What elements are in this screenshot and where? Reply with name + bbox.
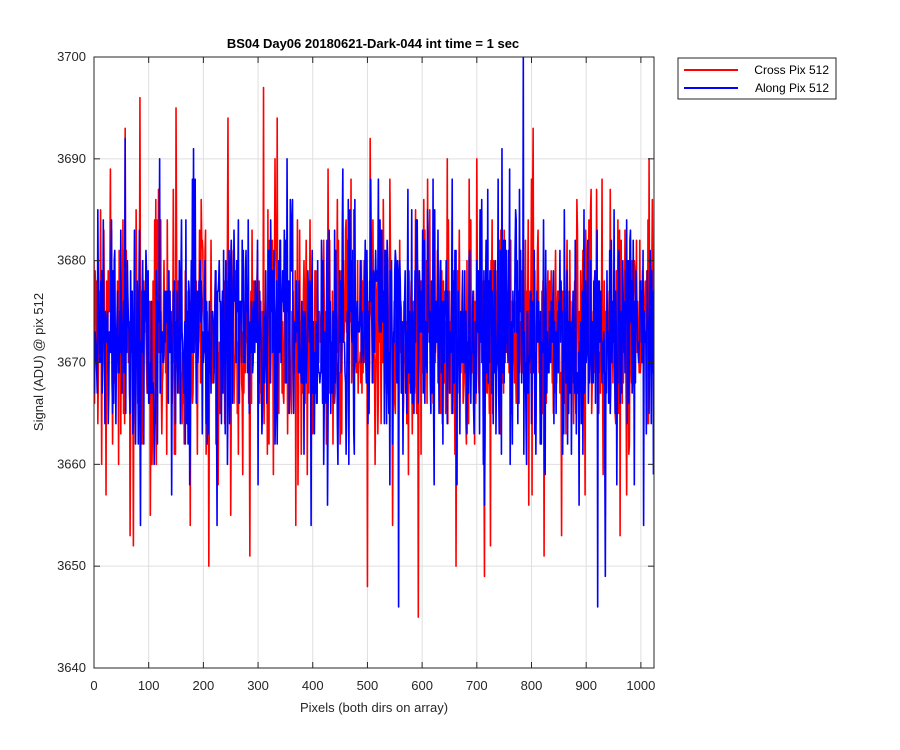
- plot-area: 0 100 200 300 400 500 600 700 800 900 1000 3640 3650…: [57, 49, 655, 693]
- legend-box: [677, 57, 837, 100]
- x-tick-label: 400: [302, 678, 324, 693]
- x-axis-label: Pixels (both dirs on array): [300, 700, 448, 715]
- y-axis-label: Signal (ADU) @ pix 512: [31, 293, 46, 431]
- y-tick-label: 3640: [57, 660, 86, 675]
- y-tick-label: 3660: [57, 456, 86, 471]
- x-tick-label: 100: [138, 678, 160, 693]
- legend-label-along: Along Pix 512: [755, 81, 829, 95]
- x-tick-label: 200: [193, 678, 215, 693]
- series-lines: [94, 57, 654, 618]
- x-tick-label: 300: [247, 678, 269, 693]
- x-tick-label: 600: [411, 678, 433, 693]
- x-tick-label: 500: [357, 678, 379, 693]
- y-tick-label: 3690: [57, 151, 86, 166]
- y-tick-label: 3680: [57, 253, 86, 268]
- x-tick-label: 0: [90, 678, 97, 693]
- legend[interactable]: Cross Pix 512 Along Pix 512: [677, 57, 837, 100]
- legend-label-cross: Cross Pix 512: [754, 63, 829, 77]
- x-tick-label: 800: [521, 678, 543, 693]
- y-tick-label: 3650: [57, 558, 86, 573]
- ticks: [93, 56, 654, 669]
- x-tick-label: 700: [466, 678, 488, 693]
- series-line-along-pix-512: [94, 57, 654, 608]
- y-tick-label: 3670: [57, 355, 86, 370]
- x-tick-label: 900: [575, 678, 597, 693]
- x-tick-label: 1000: [626, 678, 655, 693]
- tick-labels: 0 100 200 300 400 500 600 700 800 900 1000 3640 3650…: [57, 49, 655, 693]
- y-tick-label: 3700: [57, 49, 86, 64]
- chart-title: BS04 Day06 20180621-Dark-044 int time = …: [227, 36, 519, 51]
